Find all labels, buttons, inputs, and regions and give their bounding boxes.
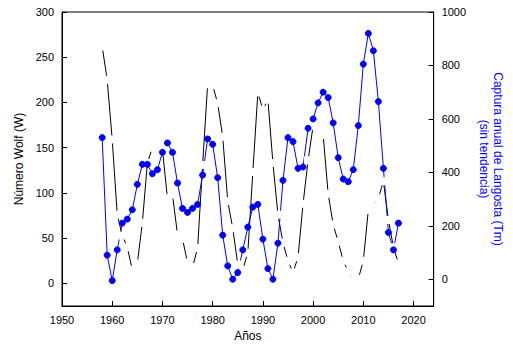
svg-text:200: 200 — [36, 96, 54, 108]
svg-text:2010: 2010 — [351, 314, 375, 326]
svg-text:1950: 1950 — [50, 314, 74, 326]
svg-text:150: 150 — [36, 142, 54, 154]
svg-text:0: 0 — [442, 273, 448, 285]
svg-text:800: 800 — [442, 59, 460, 71]
svg-text:Número Wolf (W): Número Wolf (W) — [12, 113, 26, 205]
svg-text:1990: 1990 — [251, 314, 275, 326]
svg-text:1980: 1980 — [200, 314, 224, 326]
svg-text:2020: 2020 — [401, 314, 425, 326]
svg-text:100: 100 — [36, 187, 54, 199]
svg-text:300: 300 — [36, 6, 54, 18]
svg-text:200: 200 — [442, 220, 460, 232]
svg-text:0: 0 — [48, 277, 54, 289]
svg-text:Captura anual de Langosta (Tm): Captura anual de Langosta (Tm) — [491, 72, 505, 245]
svg-text:(sin tendencia): (sin tendencia) — [477, 120, 491, 199]
svg-text:1960: 1960 — [100, 314, 124, 326]
svg-text:1970: 1970 — [150, 314, 174, 326]
svg-text:600: 600 — [442, 113, 460, 125]
svg-text:Años: Años — [234, 329, 261, 343]
svg-text:50: 50 — [42, 232, 54, 244]
svg-text:250: 250 — [36, 51, 54, 63]
svg-text:2000: 2000 — [301, 314, 325, 326]
svg-text:1000: 1000 — [442, 6, 466, 18]
svg-text:400: 400 — [442, 166, 460, 178]
